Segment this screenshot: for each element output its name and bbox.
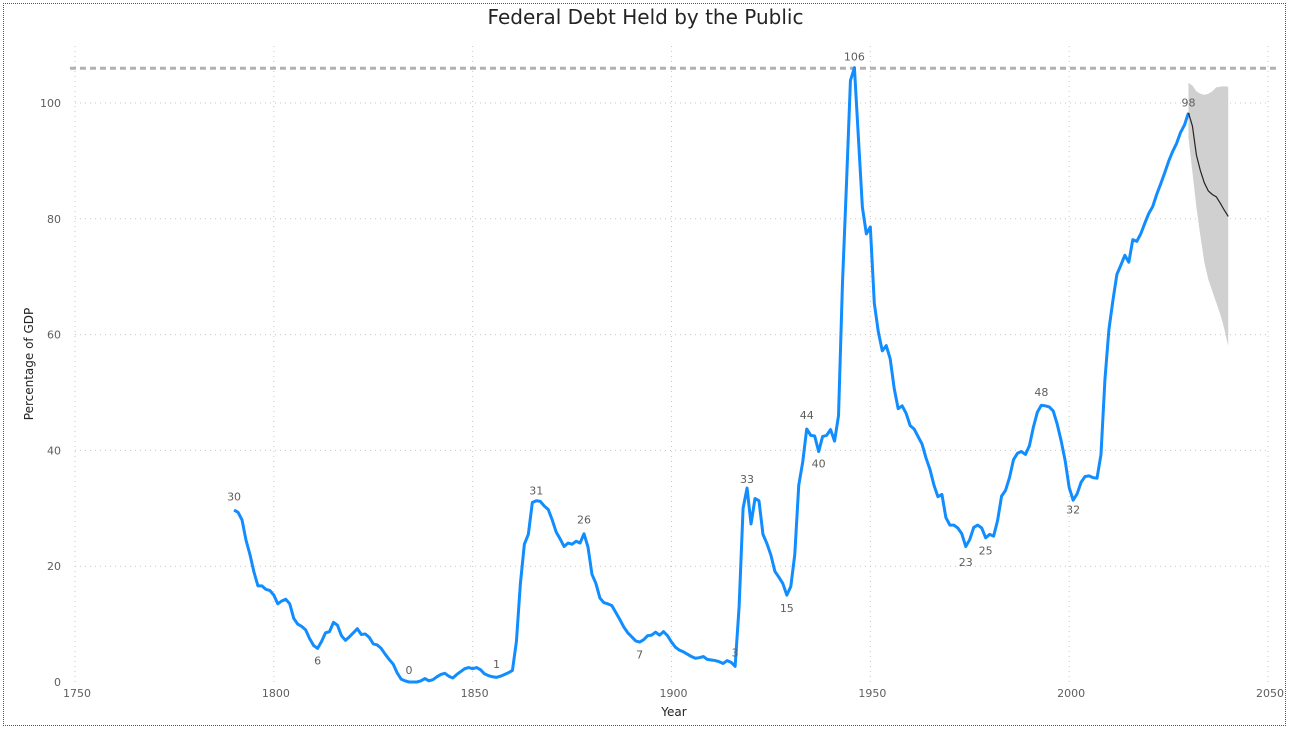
x-tick-label: 2050 [1256, 687, 1284, 700]
data-label: 40 [812, 457, 826, 470]
data-label: 30 [227, 490, 241, 503]
x-tick-label: 1900 [660, 687, 688, 700]
data-label: 106 [844, 50, 865, 63]
data-label: 26 [577, 513, 591, 526]
x-tick-label: 1950 [858, 687, 886, 700]
chart-title: Federal Debt Held by the Public [487, 5, 804, 29]
chart-frame [3, 3, 1286, 726]
data-label: 6 [314, 654, 321, 667]
x-tick-label: 1750 [63, 687, 91, 700]
y-axis-ticks: 0 20 40 60 80 100 [40, 97, 61, 689]
y-axis-title: Percentage of GDP [22, 308, 36, 420]
x-axis-ticks: 1750 1800 1850 1900 1950 2000 2050 [63, 687, 1284, 700]
x-axis-title: Year [660, 705, 686, 719]
y-tick-label: 60 [47, 329, 61, 342]
data-label: 25 [979, 544, 993, 557]
y-tick-label: 80 [47, 213, 61, 226]
data-label: 33 [740, 473, 754, 486]
y-tick-label: 100 [40, 97, 61, 110]
data-label: 23 [959, 556, 973, 569]
series-line-historical [233, 66, 1190, 684]
series-line-forecast [1187, 112, 1229, 217]
y-tick-label: 20 [47, 560, 61, 573]
y-tick-label: 40 [47, 444, 61, 457]
forecast-band [1188, 82, 1229, 347]
x-tick-label: 1800 [262, 687, 290, 700]
data-label: 98 [1181, 97, 1195, 110]
data-label: 15 [780, 602, 794, 615]
data-label: 44 [800, 409, 814, 422]
data-label: 0 [406, 664, 413, 677]
forecast-confidence-band [1188, 82, 1229, 347]
data-label: 1 [493, 658, 500, 671]
data-label: 7 [636, 648, 643, 661]
data-label: 3 [732, 647, 739, 660]
data-label: 32 [1066, 504, 1080, 517]
series-lines [233, 66, 1229, 684]
x-tick-label: 1850 [461, 687, 489, 700]
gridlines [74, 46, 1269, 682]
x-tick-label: 2000 [1057, 687, 1085, 700]
data-label: 48 [1034, 386, 1048, 399]
y-tick-label: 0 [54, 676, 61, 689]
data-label: 31 [529, 485, 543, 498]
